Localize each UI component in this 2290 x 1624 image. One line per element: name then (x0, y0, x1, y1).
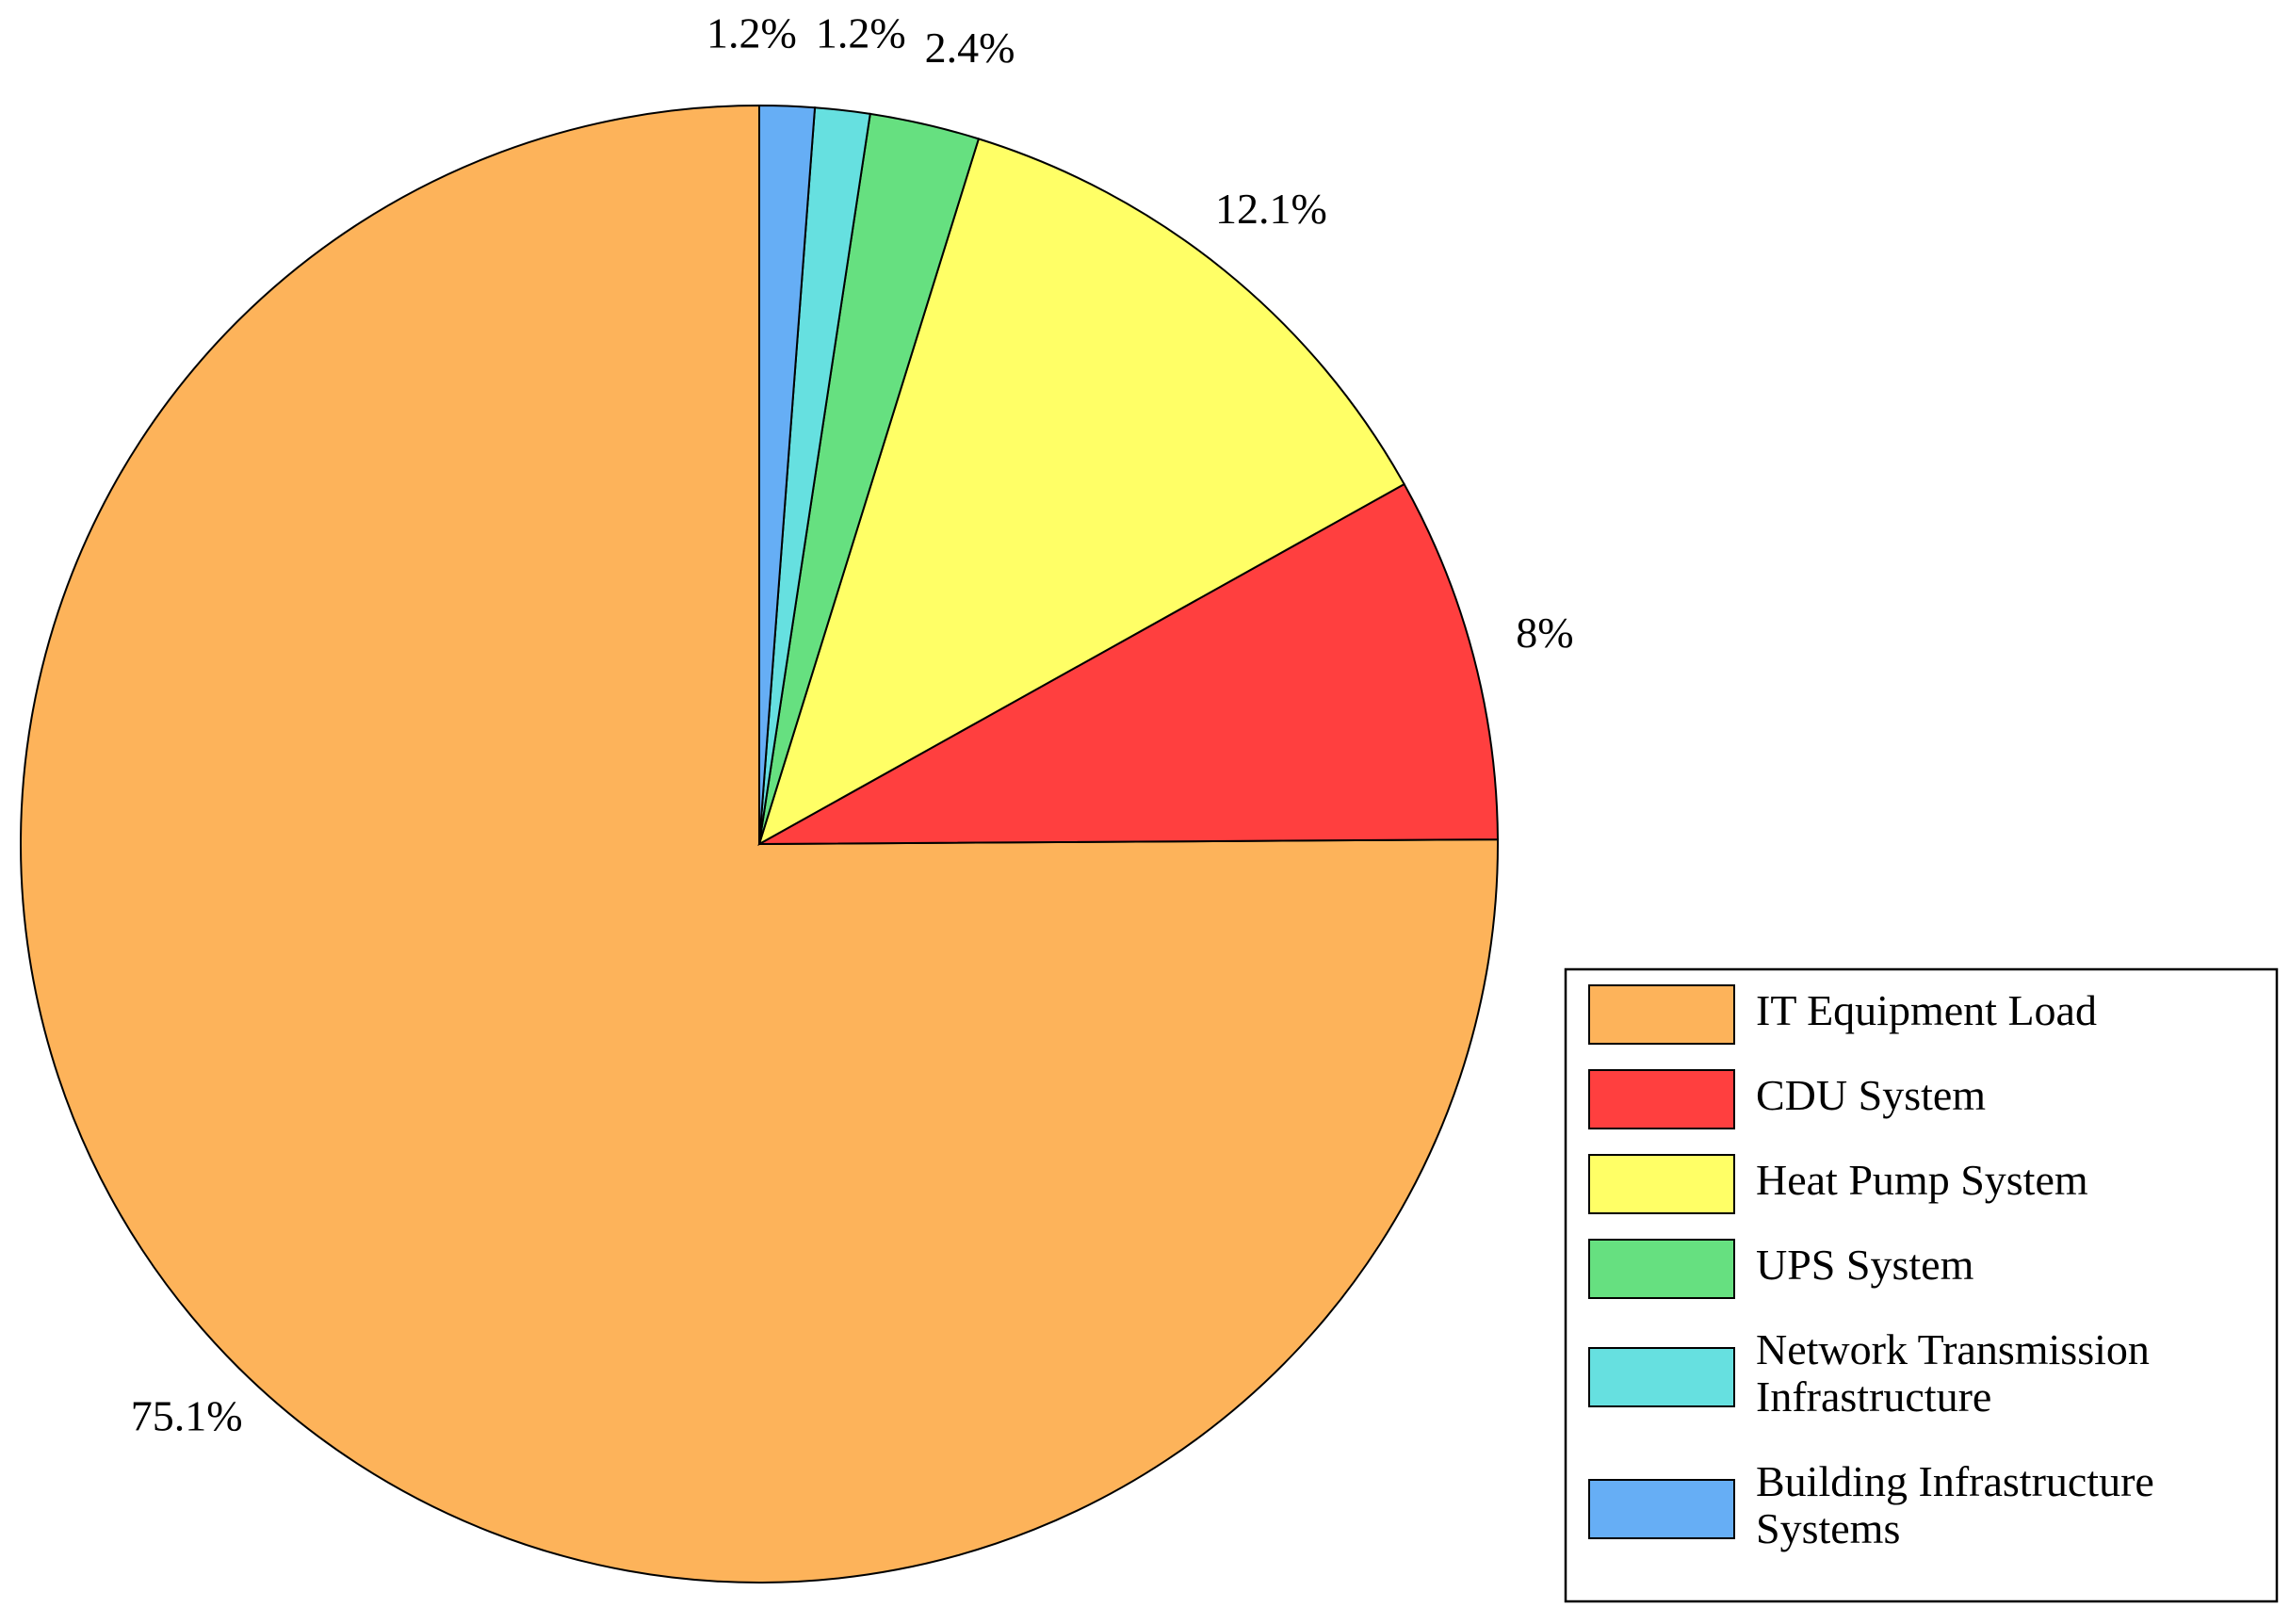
slice-label: 1.2% (706, 9, 797, 57)
legend: IT Equipment Load CDU System Heat Pump Sys… (1564, 967, 2279, 1603)
slice-label: 75.1% (131, 1391, 243, 1439)
legend-label: CDU System (1756, 1071, 1986, 1119)
slice-label: 1.2% (816, 9, 906, 57)
legend-swatch (1588, 984, 1735, 1045)
slice-label: 8% (1516, 609, 1573, 657)
pie-slice (758, 104, 817, 845)
legend-swatch (1588, 1239, 1735, 1299)
legend-swatch (1588, 1479, 1735, 1539)
slice-label: 12.1% (1215, 185, 1327, 233)
slice-label: 2.4% (925, 24, 1015, 72)
legend-swatch (1588, 1154, 1735, 1214)
pie-slice (758, 482, 1499, 845)
legend-label: IT Equipment Load (1756, 986, 2097, 1034)
legend-label: UPS System (1756, 1241, 1974, 1289)
legend-swatch (1588, 1347, 1735, 1407)
legend-label: Building Infrastructure Systems (1756, 1457, 2165, 1552)
legend-swatch (1588, 1069, 1735, 1129)
pie-slice (757, 138, 1406, 847)
legend-label: Network Transmission Infrastructure (1756, 1325, 2160, 1421)
legend-label: Heat Pump System (1756, 1156, 2088, 1204)
